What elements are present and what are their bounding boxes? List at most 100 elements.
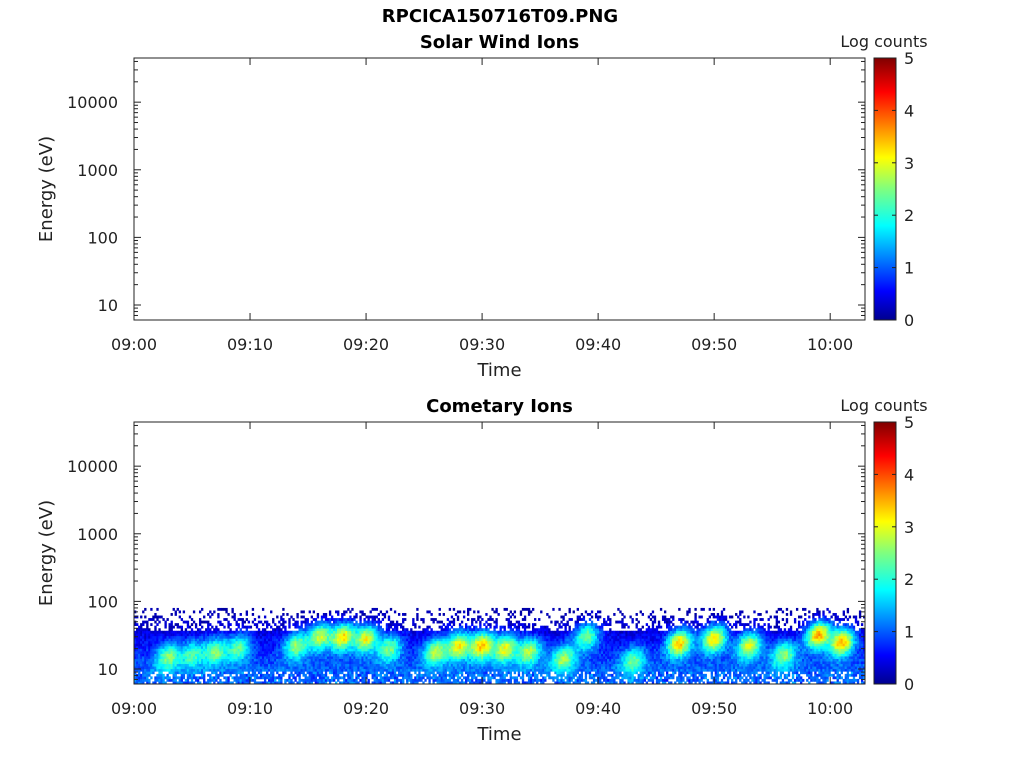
spectrogram-cell	[418, 673, 421, 677]
spectrogram-cell	[412, 653, 415, 657]
spectrogram-cell	[274, 628, 277, 632]
spectrogram-cell	[158, 668, 161, 672]
spectrogram-cell	[207, 630, 210, 634]
spectrogram-cell	[213, 653, 216, 657]
spectrogram-cell	[268, 653, 271, 657]
spectrogram-cell	[521, 630, 525, 634]
spectrogram-cell	[487, 635, 490, 639]
spectrogram-cell	[558, 671, 561, 675]
spectrogram-cell	[475, 648, 478, 652]
spectrogram-cell	[400, 678, 403, 682]
spectrogram-cell	[383, 666, 387, 670]
spectrogram-cell	[351, 645, 354, 649]
spectrogram-cell	[207, 656, 210, 659]
spectrogram-cell	[406, 666, 409, 670]
spectrogram-cell	[489, 656, 492, 659]
spectrogram-cell	[304, 658, 307, 662]
spectrogram-cell	[251, 633, 255, 637]
spectrogram-cell	[391, 643, 395, 647]
spectrogram-cell	[296, 673, 299, 677]
spectrogram-cell	[410, 666, 413, 670]
spectrogram-cell	[192, 653, 196, 657]
spectrogram-cell	[515, 635, 519, 639]
spectrogram-cell	[505, 658, 508, 662]
spectrogram-cell	[550, 663, 553, 667]
spectrogram-cell	[225, 676, 228, 680]
spectrogram-cell	[456, 666, 460, 670]
spectrogram-cell	[184, 635, 188, 639]
spectrogram-cell	[294, 653, 297, 657]
spectrogram-cell	[558, 630, 561, 634]
spectrogram-cell	[194, 676, 198, 680]
spectrogram-cell	[148, 635, 151, 639]
spectrogram-cell	[243, 630, 246, 634]
spectrogram-cell	[339, 676, 342, 680]
spectrogram-cell	[519, 635, 523, 639]
spectrogram-cell	[400, 671, 403, 675]
spectrogram-cell	[142, 681, 145, 684]
spectrogram-cell	[312, 633, 316, 637]
spectrogram-cell	[186, 666, 190, 670]
spectrogram-cell	[385, 640, 389, 644]
spectrogram-cell	[326, 648, 330, 652]
spectrogram-cell	[515, 681, 519, 684]
spectrogram-cell	[355, 651, 358, 654]
spectrogram-cell	[440, 671, 443, 675]
spectrogram-cell	[410, 645, 413, 649]
spectrogram-cell	[414, 678, 417, 682]
spectrogram-cell	[450, 633, 454, 637]
spectrogram-cell	[548, 673, 551, 677]
spectrogram-cell	[211, 653, 214, 657]
spectrogram-cell	[479, 678, 482, 682]
spectrogram-cell	[495, 648, 498, 652]
spectrogram-cell	[507, 681, 510, 684]
spectrogram-cell	[314, 633, 318, 637]
spectrogram-cell	[166, 640, 169, 644]
spectrogram-cell	[270, 643, 273, 647]
spectrogram-cell	[170, 648, 173, 652]
spectrogram-cell	[312, 678, 316, 682]
x-tick-label: 09:10	[227, 335, 273, 354]
spectrogram-cell	[369, 658, 372, 662]
spectrogram-cell	[412, 658, 415, 662]
spectrogram-cell	[359, 666, 362, 670]
spectrogram-cell	[438, 658, 441, 662]
spectrogram-cell	[424, 653, 427, 657]
spectrogram-cell	[363, 678, 366, 682]
spectrogram-cell	[251, 661, 255, 665]
spectrogram-cell	[521, 668, 525, 672]
spectrogram-cell	[511, 633, 515, 637]
spectrogram-cell	[438, 613, 441, 616]
spectrogram-cell	[383, 668, 387, 672]
spectrogram-cell	[192, 638, 196, 642]
spectrogram-cell	[536, 628, 539, 632]
spectrogram-cell	[302, 663, 305, 667]
spectrogram-cell	[278, 638, 281, 642]
spectrogram-cell	[270, 633, 273, 637]
spectrogram-cell	[458, 630, 462, 634]
spectrogram-cell	[531, 668, 535, 672]
spectrogram-cell	[450, 663, 454, 667]
spectrogram-cell	[209, 653, 212, 657]
spectrogram-cell	[178, 610, 181, 614]
spectrogram-cell	[190, 628, 194, 632]
spectrogram-cell	[310, 638, 313, 642]
spectrogram-cell	[347, 681, 350, 684]
spectrogram-cell	[261, 635, 265, 639]
spectrogram-cell	[546, 656, 549, 659]
spectrogram-cell	[440, 668, 443, 672]
spectrogram-cell	[479, 645, 482, 649]
spectrogram-cell	[531, 640, 535, 644]
spectrogram-cell	[296, 638, 299, 642]
x-tick-label: 09:30	[459, 335, 505, 354]
spectrogram-cell	[395, 635, 399, 639]
spectrogram-cell	[140, 681, 143, 684]
spectrogram-cell	[552, 635, 555, 639]
spectrogram-cell	[363, 643, 366, 647]
spectrogram-cell	[495, 618, 498, 621]
spectrogram-cell	[554, 658, 557, 662]
spectrogram-cell	[314, 653, 318, 657]
spectrogram-cell	[511, 661, 515, 665]
spectrogram-cell	[485, 628, 488, 632]
spectrogram-cell	[207, 666, 210, 670]
